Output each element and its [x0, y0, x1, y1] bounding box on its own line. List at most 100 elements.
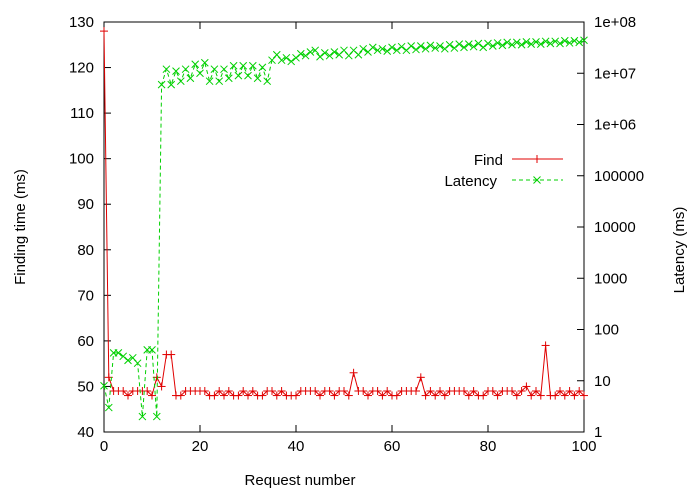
latency-point-b: [392, 46, 401, 55]
latency-point-b: [311, 46, 320, 55]
latency-point-b: [383, 47, 392, 55]
latency-point-b: [436, 42, 444, 50]
x-tick-label: 40: [288, 438, 305, 455]
latency-point-b: [306, 48, 315, 56]
latency-point-b: [239, 61, 248, 70]
latency-point-b: [325, 51, 334, 60]
latency-point-b: [512, 38, 521, 47]
latency-point-b: [258, 63, 267, 72]
x-tick-label: 100: [571, 438, 596, 455]
latency-point-b: [296, 49, 305, 58]
latency-point-b: [421, 44, 430, 53]
y-right-tick-label: 1e+07: [594, 65, 636, 82]
latency-point-b: [133, 359, 142, 368]
latency-point-b: [181, 65, 190, 74]
latency-point-b: [248, 61, 257, 70]
latency-point-b: [455, 40, 464, 48]
latency-point-b: [277, 56, 286, 65]
plot-frame: [103, 21, 585, 433]
latency-point-b: [464, 40, 473, 48]
latency-point-b: [340, 46, 348, 55]
y-left-tick-label: 120: [69, 60, 94, 77]
y-right-tick-label: 10: [594, 373, 611, 390]
latency-point-b: [229, 61, 238, 70]
series-line-latency: [103, 39, 585, 417]
latency-point-b: [205, 77, 214, 86]
latency-point-b: [532, 37, 540, 46]
latency-point-b: [493, 39, 502, 47]
legend-label-find: Find: [474, 152, 503, 169]
y-right-tick-label: 1: [594, 424, 602, 441]
latency-point-b: [167, 80, 176, 89]
latency-point-b: [359, 44, 368, 53]
latency-point-b: [570, 36, 579, 45]
latency-point-b: [282, 53, 291, 62]
latency-point-b: [397, 42, 406, 51]
x-tick-label: 60: [384, 438, 401, 455]
latency-point-b: [354, 50, 363, 59]
latency-point-b: [484, 39, 492, 48]
latency-point-b: [503, 38, 512, 47]
series-line-find: [103, 31, 585, 397]
y-right-tick-label: 100000: [594, 168, 644, 185]
y-right-tick-label: 10000: [594, 219, 636, 236]
y-left-tick-label: 90: [77, 196, 94, 213]
y-right-tick-label: 1e+06: [594, 117, 636, 134]
y-right-tick-label: 1000: [594, 270, 627, 287]
latency-point-b: [320, 49, 329, 57]
latency-point-b: [556, 39, 564, 48]
latency-point-b: [330, 48, 339, 56]
y-left-tick-label: 40: [77, 424, 94, 441]
y-right-tick-label: 1e+08: [594, 14, 636, 31]
legend-label-latency: Latency: [444, 173, 497, 190]
y-left-tick-label: 130: [69, 14, 94, 31]
latency-point-b: [546, 39, 555, 48]
latency-point-b: [292, 53, 300, 62]
latency-point-b: [551, 37, 560, 46]
latency-point-b: [186, 74, 195, 83]
x-axis-label: Request number: [245, 472, 356, 489]
latency-point-b: [522, 37, 531, 46]
latency-point-b: [244, 71, 252, 80]
y-right-tick-label: 100: [594, 322, 619, 339]
y-axis-right-label: Latency (ms): [671, 207, 688, 294]
latency-point-b: [426, 41, 435, 50]
latency-point-b: [119, 352, 128, 361]
latency-point-b: [148, 346, 156, 354]
latency-point-b: [215, 77, 224, 86]
latency-point-b: [234, 71, 243, 80]
latency-point-b: [253, 74, 262, 83]
y-axis-right: 1 10 100 1000 10000 100000 1e+06 1e+07 1e+08: [577, 14, 644, 441]
latency-point-b: [469, 42, 478, 51]
y-axis-left-label: Finding time (ms): [12, 169, 29, 285]
latency-point-b: [565, 39, 574, 47]
series-latency: [100, 36, 588, 421]
latency-point-b: [200, 58, 209, 67]
latency-point-b: [479, 43, 488, 52]
latency-point-b: [498, 41, 507, 50]
latency-point-b: [210, 65, 219, 74]
x-tick-label: 80: [480, 438, 497, 455]
latency-point-b: [488, 42, 497, 50]
latency-point-b: [450, 44, 459, 52]
latency-point-b: [157, 80, 166, 89]
latency-point-b: [541, 37, 550, 46]
x-axis: 0 20 40 60 80 100: [100, 22, 597, 455]
latency-point-b: [508, 40, 516, 49]
latency-point-b: [407, 42, 416, 50]
y-left-tick-label: 60: [77, 333, 94, 350]
latency-point-b: [527, 40, 536, 48]
latency-point-b: [287, 57, 296, 66]
latency-point-b: [349, 46, 358, 55]
latency-point-b: [388, 43, 396, 52]
latency-point-b: [445, 40, 454, 49]
latency-point-b: [536, 40, 545, 48]
x-tick-label: 20: [192, 438, 209, 455]
latency-point-b: [162, 65, 171, 74]
latency-point-b: [316, 52, 324, 61]
latency-point-b: [368, 43, 377, 52]
latency-point-b: [440, 44, 449, 53]
latency-point-b: [224, 74, 233, 83]
y-left-tick-label: 110: [70, 105, 94, 122]
latency-point-b: [301, 51, 310, 60]
